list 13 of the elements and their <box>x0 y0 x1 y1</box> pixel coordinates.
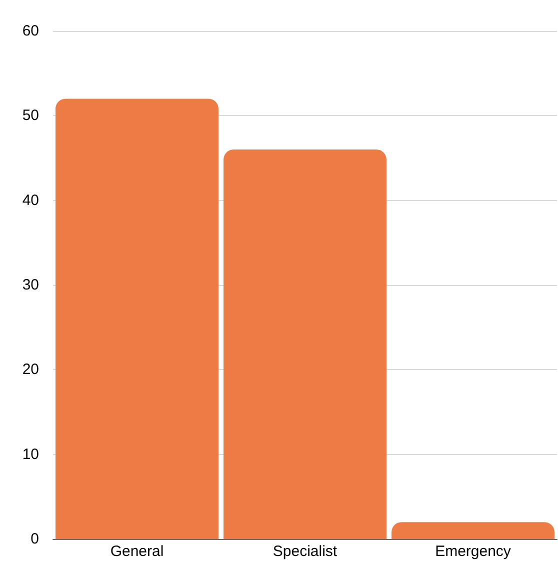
bar <box>224 150 386 539</box>
y-tick-label: 10 <box>22 446 39 463</box>
bar <box>392 522 554 539</box>
y-tick-label: 0 <box>30 530 39 548</box>
x-tick-label: Emergency <box>435 543 512 560</box>
y-tick-label: 20 <box>22 361 39 378</box>
x-tick-label: General <box>110 543 164 560</box>
bar <box>56 98 218 539</box>
x-tick-label: Specialist <box>272 543 338 560</box>
y-tick-label: 50 <box>22 107 39 124</box>
y-tick-label: 30 <box>22 276 39 294</box>
y-tick-label: 60 <box>22 22 39 40</box>
y-tick-label: 40 <box>22 192 39 209</box>
